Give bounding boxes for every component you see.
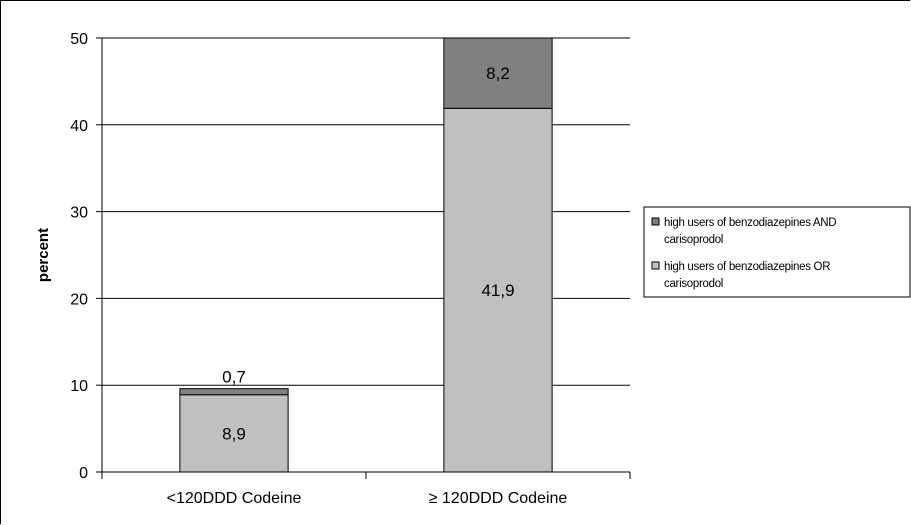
legend-label: high users of benzodiazepines AND: [664, 217, 836, 229]
y-tick-label: 40: [70, 118, 88, 135]
bars: [179, 37, 553, 473]
legend-box: [643, 206, 911, 298]
y-tick-label: 50: [70, 31, 88, 48]
y-axis-title: percent: [35, 228, 52, 282]
y-tick-label: 10: [70, 378, 88, 395]
y-ticks: 0 10 20 30 40 50: [70, 31, 102, 482]
legend-label: carisoprodol: [664, 278, 723, 290]
y-tick-label: 20: [70, 291, 88, 308]
bar-segment: [179, 388, 289, 396]
data-label: 8,2: [486, 64, 510, 83]
data-label: 0,7: [222, 368, 246, 387]
legend-swatch: [651, 261, 660, 270]
data-labels: 8,9 0,7 41,9 8,2: [222, 64, 514, 443]
y-tick-label: 0: [79, 465, 88, 482]
legend: high users of benzodiazepines AND carisop…: [643, 206, 911, 298]
x-tick-label: ≥ 120DDD Codeine: [429, 490, 568, 507]
x-ticks: <120DDD Codeine ≥ 120DDD Codeine: [101, 472, 631, 507]
data-label: 8,9: [222, 424, 246, 443]
x-tick-label: <120DDD Codeine: [167, 490, 302, 507]
bar-segment: [443, 37, 553, 109]
y-tick-label: 30: [70, 205, 88, 222]
legend-swatch: [651, 217, 660, 226]
bar-segment: [179, 394, 289, 473]
legend-label: high users of benzodiazepines OR: [664, 261, 830, 273]
legend-label: carisoprodol: [664, 234, 723, 246]
data-label: 41,9: [481, 281, 514, 300]
